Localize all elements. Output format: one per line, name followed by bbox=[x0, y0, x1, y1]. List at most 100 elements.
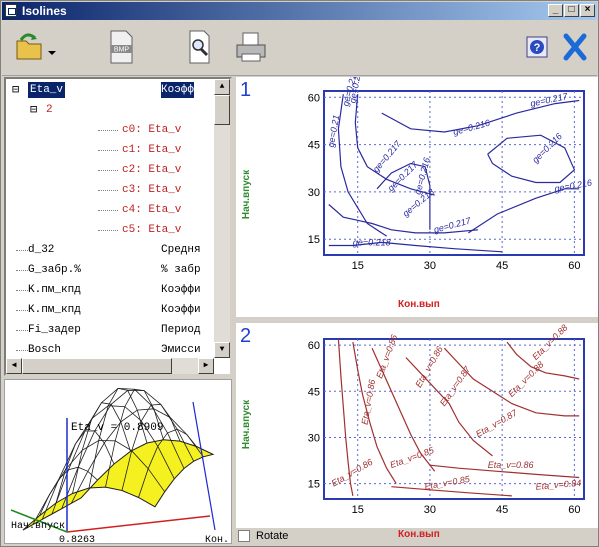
tree-row[interactable]: c3: Eta_v bbox=[6, 182, 214, 198]
chart-2-xlabel: Кон.вып bbox=[398, 529, 440, 540]
contour-chart-2: 2 Нач.впуск Кон.вып 15 30 45 60 15 30 45 60 Eta_… bbox=[236, 323, 598, 540]
open-folder-icon[interactable] bbox=[14, 27, 44, 67]
tree-item-name: 2 bbox=[46, 104, 53, 116]
window-title: Isolines bbox=[22, 4, 67, 18]
x-tick-label: 15 bbox=[352, 504, 364, 516]
y-axis bbox=[10, 509, 68, 533]
expand-icon[interactable]: ⊟ bbox=[30, 103, 38, 117]
chart-1-xlabel: Кон.вып bbox=[398, 299, 440, 310]
tree-line bbox=[16, 290, 28, 291]
close-window-button[interactable]: × bbox=[580, 4, 595, 17]
tree-line bbox=[98, 230, 118, 231]
x-tick-label: 15 bbox=[352, 260, 364, 272]
surface-axis-label: Нач.впуск bbox=[11, 521, 65, 532]
contour-line bbox=[371, 347, 436, 472]
rotate-label: Rotate bbox=[256, 530, 289, 542]
tree-row[interactable]: K.пм_кпд Коэффи bbox=[6, 302, 214, 318]
rotate-checkbox[interactable]: Rotate bbox=[238, 530, 289, 543]
tree-line bbox=[16, 250, 28, 251]
tree-row[interactable]: d_32 Средня bbox=[6, 242, 214, 258]
tree-line bbox=[16, 310, 28, 311]
plot-frame bbox=[323, 90, 585, 256]
x-axis bbox=[66, 515, 211, 533]
contour-line bbox=[381, 99, 580, 133]
contour-line bbox=[376, 162, 431, 230]
scroll-left-button[interactable]: ◀ bbox=[6, 358, 22, 374]
close-icon[interactable] bbox=[560, 27, 590, 67]
printer-icon[interactable] bbox=[234, 27, 268, 67]
maximize-button[interactable]: □ bbox=[564, 4, 579, 17]
print-preview-icon[interactable] bbox=[185, 27, 215, 67]
contour-line bbox=[352, 341, 397, 484]
rotate-checkbox-box[interactable] bbox=[238, 530, 250, 543]
surface-3d-view[interactable]: Eta_v = 0.8909 Нач.впуск 0.8263 Кон. bbox=[4, 379, 232, 544]
dropdown-arrow-icon[interactable] bbox=[46, 27, 58, 67]
contour-line bbox=[391, 486, 512, 497]
tree-row[interactable]: ⊟ 2 bbox=[6, 102, 214, 118]
bmp-file-icon[interactable]: BMP bbox=[105, 27, 137, 67]
minimize-button[interactable]: _ bbox=[548, 4, 563, 17]
y-tick-label: 15 bbox=[308, 479, 320, 491]
x-tick-label: 60 bbox=[568, 504, 580, 516]
x-tick-label: 30 bbox=[424, 504, 436, 516]
help-icon[interactable]: ? bbox=[524, 27, 550, 67]
contour-chart-1: 1 Нач.впуск Кон.вып 15 30 45 60 15 30 45 60 ge=0… bbox=[236, 77, 598, 317]
tree-item-name: d_32 bbox=[28, 244, 55, 256]
tree-item-name: c0: Eta_v bbox=[122, 124, 182, 136]
y-tick-label: 60 bbox=[308, 340, 320, 352]
chart-2-number: 2 bbox=[240, 325, 252, 347]
tree-item-desc: Средня bbox=[161, 244, 201, 256]
mesh-line bbox=[51, 387, 185, 515]
tree-row[interactable]: c0: Eta_v bbox=[6, 122, 214, 138]
tree-row[interactable]: c1: Eta_v bbox=[6, 142, 214, 158]
contour-line bbox=[506, 341, 580, 380]
expand-icon[interactable]: ⊟ bbox=[12, 83, 20, 97]
x-tick-label: 45 bbox=[496, 260, 508, 272]
x-tick-label: 45 bbox=[496, 504, 508, 516]
bmp-label: BMP bbox=[114, 47, 130, 54]
scroll-right-button[interactable]: ▶ bbox=[198, 358, 214, 374]
tree-item-name: K.пм_кпд bbox=[28, 304, 81, 316]
mesh-line bbox=[32, 440, 166, 525]
y-tick-label: 15 bbox=[308, 234, 320, 246]
tree-item-name: Fi_задер bbox=[28, 324, 81, 336]
tree-line bbox=[98, 150, 118, 151]
tree-item-name: c2: Eta_v bbox=[122, 164, 182, 176]
contour-line bbox=[468, 188, 580, 234]
contour-line bbox=[328, 241, 503, 253]
variables-tree: Bosch Эмисси Fi_задер Период K.пм_кпд Коэффи K… bbox=[4, 77, 232, 376]
tree-row[interactable]: Bosch Эмисси bbox=[6, 342, 214, 358]
tree-row[interactable]: c4: Eta_v bbox=[6, 202, 214, 218]
tree-line bbox=[16, 270, 28, 271]
hscroll-thumb[interactable] bbox=[22, 358, 172, 374]
plot-frame bbox=[323, 338, 585, 500]
tree-item-name: G_забр.% bbox=[28, 264, 81, 276]
contour-line bbox=[354, 94, 435, 196]
tree-item-desc: % забр bbox=[161, 264, 201, 276]
tree-row[interactable]: Fi_задер Период bbox=[6, 322, 214, 338]
tree-line bbox=[98, 170, 118, 171]
tree-horizontal-scrollbar[interactable]: ◀ ▶ bbox=[6, 358, 214, 374]
tree-row[interactable]: G_забр.% % забр bbox=[6, 262, 214, 278]
scroll-down-button[interactable]: ▼ bbox=[214, 342, 230, 358]
x-tick-label: 30 bbox=[424, 260, 436, 272]
title-bar: Isolines _ □ × bbox=[2, 2, 597, 20]
tree-row[interactable]: c2: Eta_v bbox=[6, 162, 214, 178]
tree-row[interactable]: ⊟ Eta_v Коэфф bbox=[6, 82, 214, 98]
contour-label: Eta_v=0.86 bbox=[488, 460, 534, 470]
mesh-line bbox=[61, 389, 195, 509]
contour-line bbox=[405, 357, 493, 457]
contour-line bbox=[328, 204, 479, 234]
y-tick-label: 45 bbox=[308, 140, 320, 152]
tree-vertical-scrollbar[interactable]: ▲ ▼ bbox=[214, 79, 230, 358]
tree-row[interactable]: c5: Eta_v bbox=[6, 222, 214, 238]
tree-row[interactable]: K.пм_кпд Коэффи bbox=[6, 282, 214, 298]
y-tick-label: 30 bbox=[308, 432, 320, 444]
y-tick-label: 60 bbox=[308, 92, 320, 104]
surface-mesh bbox=[22, 439, 215, 531]
contour-line bbox=[337, 94, 387, 237]
scroll-up-button[interactable]: ▲ bbox=[214, 79, 230, 95]
scroll-thumb[interactable] bbox=[214, 95, 230, 125]
tree-item-desc: Коэффи bbox=[161, 304, 201, 316]
